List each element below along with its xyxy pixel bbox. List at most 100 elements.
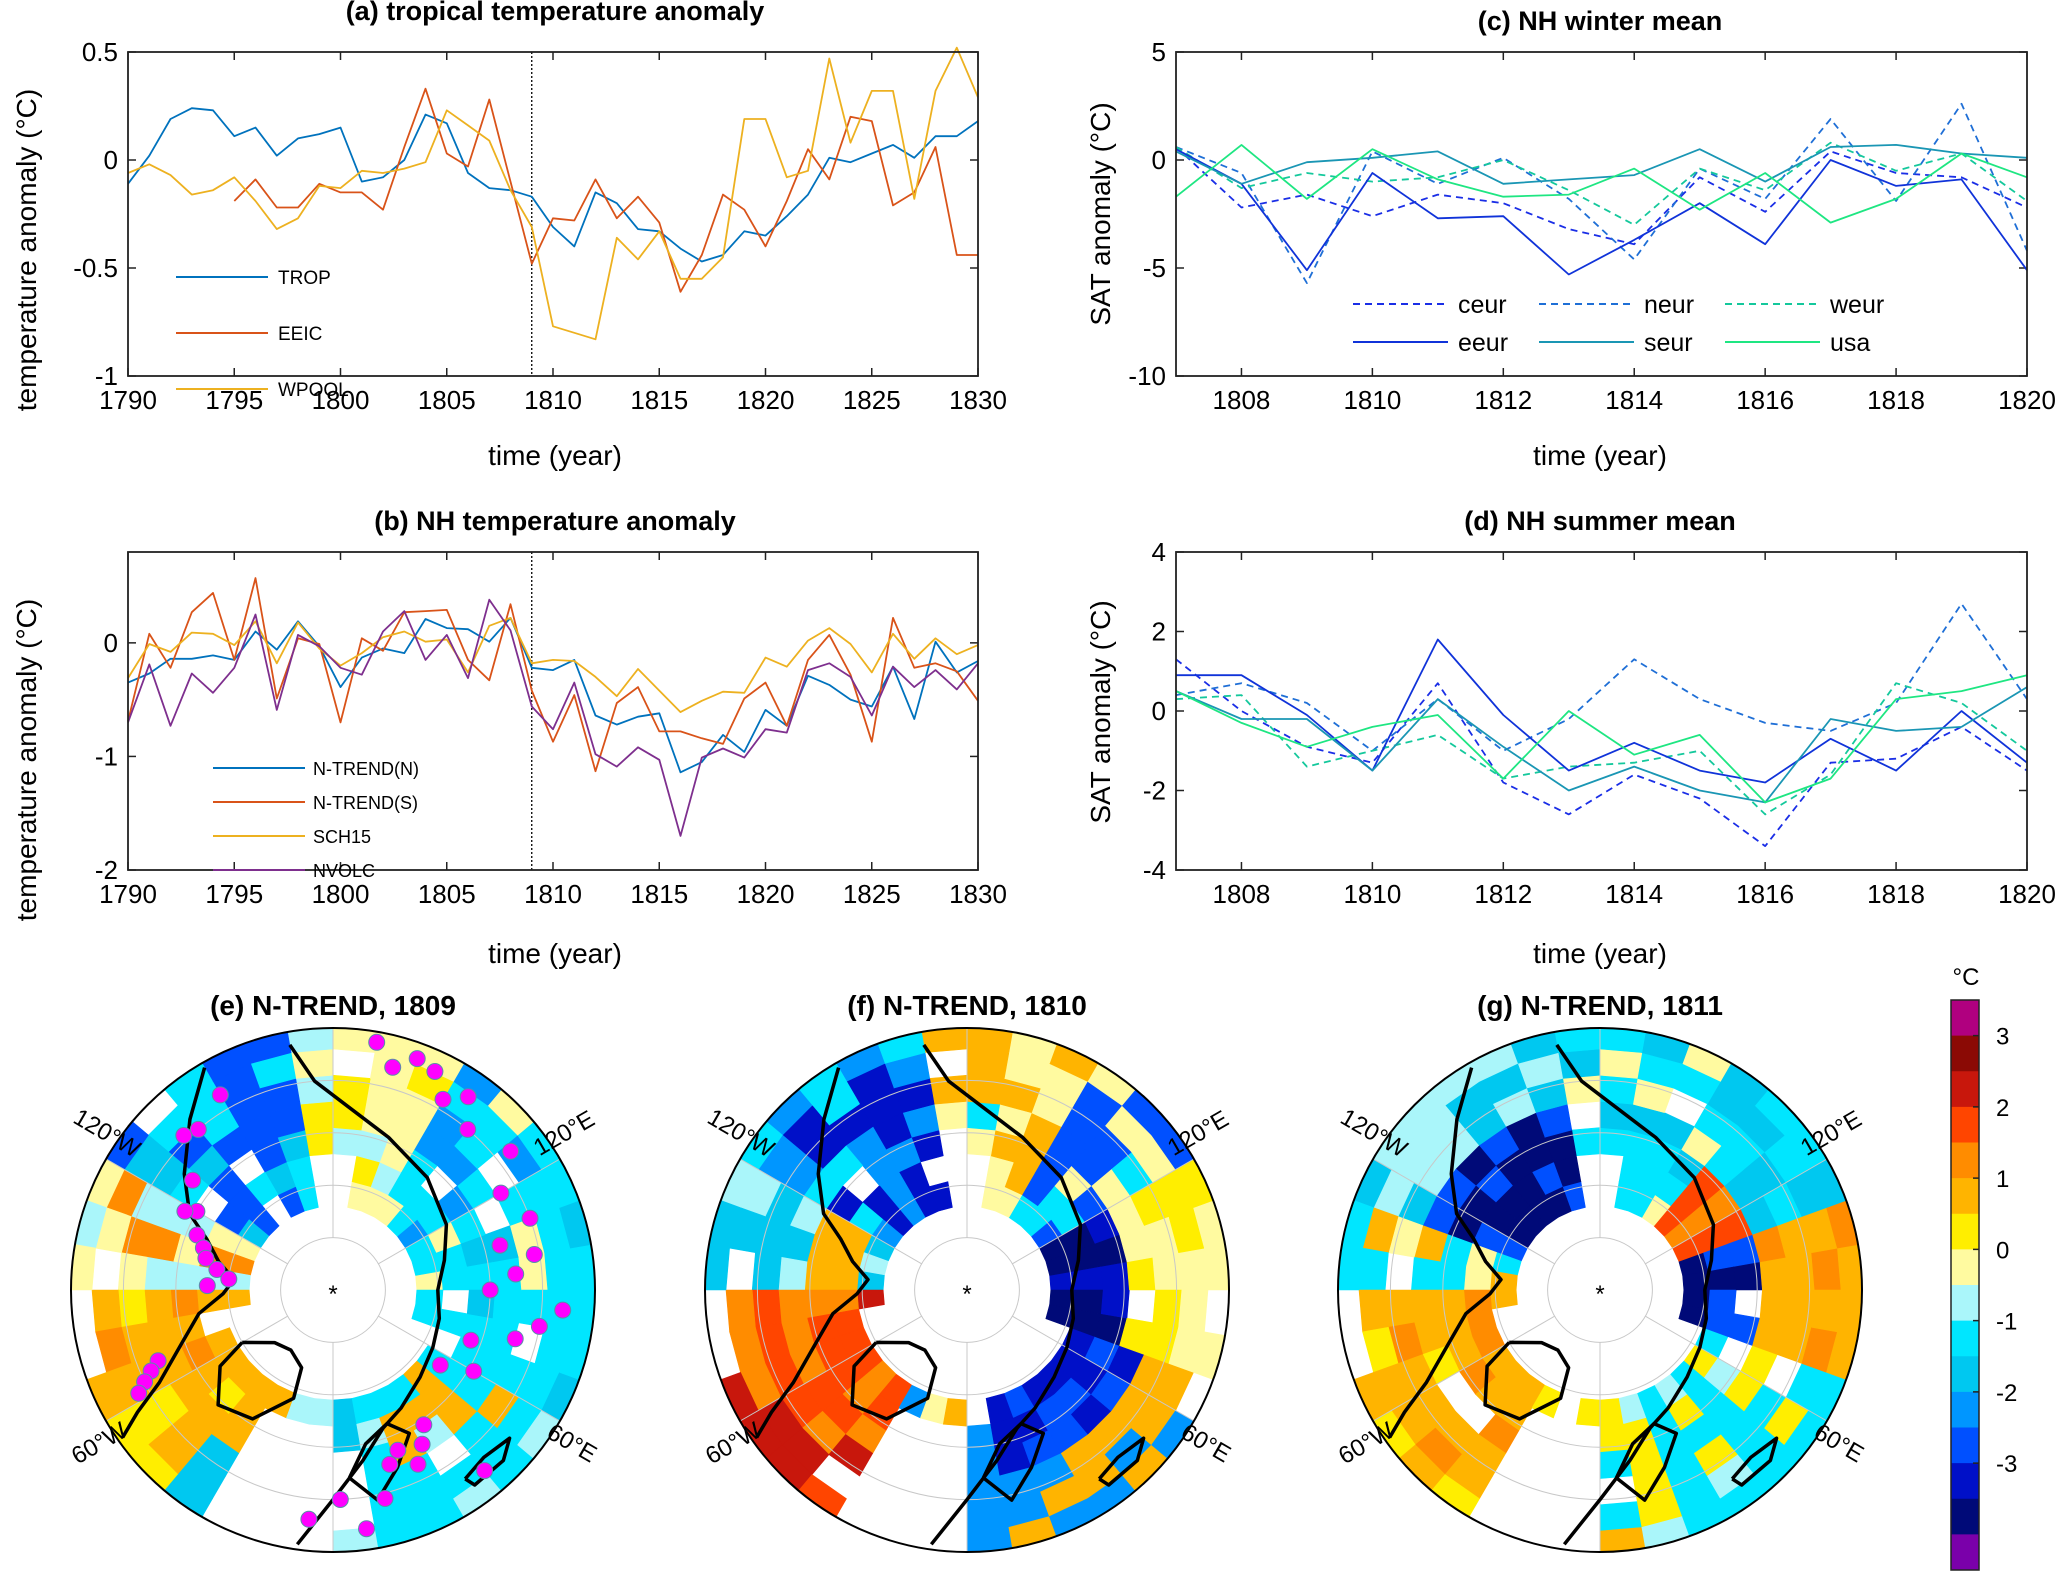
grid-cell [942,1398,968,1427]
x-tick-label: 1812 [1474,879,1532,909]
series-line-eeur [1176,638,2028,784]
grid-cell [804,1289,834,1319]
grid-cell [332,1423,362,1453]
colorbar-level [1951,1213,1979,1250]
proxy-site-marker [376,1490,394,1507]
proxy-site-marker [197,1249,215,1267]
grid-cell [91,1289,122,1333]
label-120e: 120°E [1163,1105,1233,1161]
colorbar-level [1951,1071,1979,1108]
proxy-site-marker [481,1281,499,1299]
grid-cell [170,1289,200,1319]
proxy-site-marker [409,1455,427,1473]
map-boundary [70,1027,596,1553]
colorbar-level [1951,1285,1979,1322]
y-tick-label: -2 [95,855,118,885]
x-tick-label: 1810 [524,385,582,415]
panel-c-winter-mean: (c) NH winter mean time (year) SAT anoma… [1085,6,2056,471]
coastlines [1388,1043,1779,1546]
grid-cell [1811,1247,1842,1291]
colorbar-level [1951,1534,1979,1571]
grid-cell [828,1434,874,1477]
label-120w: 120°W [69,1104,145,1164]
series-line-sch15 [127,617,979,713]
grid-cell [1599,1048,1643,1079]
grid-cell [544,1247,575,1291]
y-tick-label: 4 [1152,537,1166,567]
label-60e: 60°E [1809,1419,1868,1469]
temperature-grid [705,1028,1229,1552]
proxy-site-marker [434,1090,452,1108]
north-pole-marker: * [962,1281,971,1308]
coastline [216,1340,304,1421]
x-tick-label: 1818 [1867,385,1925,415]
proxy-site-marker [184,1171,202,1189]
series-line-ceur [1175,658,2028,847]
colorbar-tick-label: -2 [1996,1380,2017,1407]
grid-cell [778,1256,808,1291]
proxy-site-marker [220,1270,238,1288]
grid-cell [1178,1247,1209,1291]
north-pole-marker: * [328,1281,337,1308]
grid-cell [1733,1261,1763,1291]
proxy-site-marker [521,1209,539,1227]
coastline [1555,1043,1716,1546]
y-tick-label: 0 [1152,696,1166,726]
y-tick-label: -1 [95,741,118,771]
proxy-site-marker [198,1277,216,1295]
grid-cell [1599,1127,1629,1157]
legend-label: WPOOL [278,380,349,401]
label-120e: 120°E [1796,1105,1866,1161]
proxy-site-marker [358,1520,375,1538]
series-line-trop [127,107,979,263]
axes-frame [127,51,979,377]
colorbar-level [1951,1463,1979,1500]
grid-cell [933,1101,968,1131]
panel-b-ylabel: temperature anomaly (°C) [11,599,42,921]
north-pole-marker: * [1595,1281,1604,1308]
axes-frame [1175,551,2028,871]
grid-cell [830,1265,859,1291]
x-tick-label: 1825 [843,385,901,415]
meridian-line [1012,1315,1195,1422]
proxy-site-marker [459,1088,477,1106]
y-tick-label: 0 [104,628,118,658]
map-boundary [1337,1027,1863,1553]
x-tick-label: 1814 [1605,385,1663,415]
x-tick-label: 1810 [1343,879,1401,909]
map-e-title: (e) N-TREND, 1809 [210,990,456,1021]
coastline [1483,1340,1571,1421]
proxy-site-marker [459,1120,477,1138]
proxy-site-marker [175,1127,193,1144]
x-tick-label: 1825 [843,879,901,909]
panel-a-title: (a) tropical temperature anomaly [346,0,765,26]
label-60w: 60°W [701,1417,766,1470]
y-tick-label: 5 [1152,37,1166,67]
proxy-site-marker [502,1142,520,1160]
coastline [1097,1436,1146,1487]
grid-cell [1411,1256,1441,1291]
colorbar: °C 3 2 1 0 -1 -2 -3 [1950,964,2017,1571]
y-tick-label: -2 [1143,776,1166,806]
grid-cell [1075,1289,1104,1315]
x-tick-label: 1795 [205,879,263,909]
colorbar-tick-label: -1 [1996,1309,2017,1336]
x-tick-label: 1800 [312,385,370,415]
colorbar-tick-label: -3 [1996,1451,2017,1478]
grid-cell [1126,1256,1156,1291]
map-panel-g: (g) N-TREND, 1811 * 120°W 60°W 120°E 60°E [1334,990,1868,1553]
label-120e: 120°E [529,1105,599,1161]
grid-cell [1384,1289,1415,1328]
coastline [463,1436,512,1487]
colorbar-tick-label: 3 [1996,1024,2009,1051]
y-tick-label: 0 [1152,145,1166,175]
meridian-line [1372,1315,1555,1422]
grid-cell [778,1289,808,1324]
panel-d-xlabel: time (year) [1533,938,1667,969]
grid-cell [966,1127,996,1157]
grid-cell [1437,1289,1467,1319]
grid-cell [308,1398,334,1427]
proxy-site-marker [208,1261,226,1278]
grid-cell [1178,1289,1209,1333]
coastline [1614,1421,1679,1502]
